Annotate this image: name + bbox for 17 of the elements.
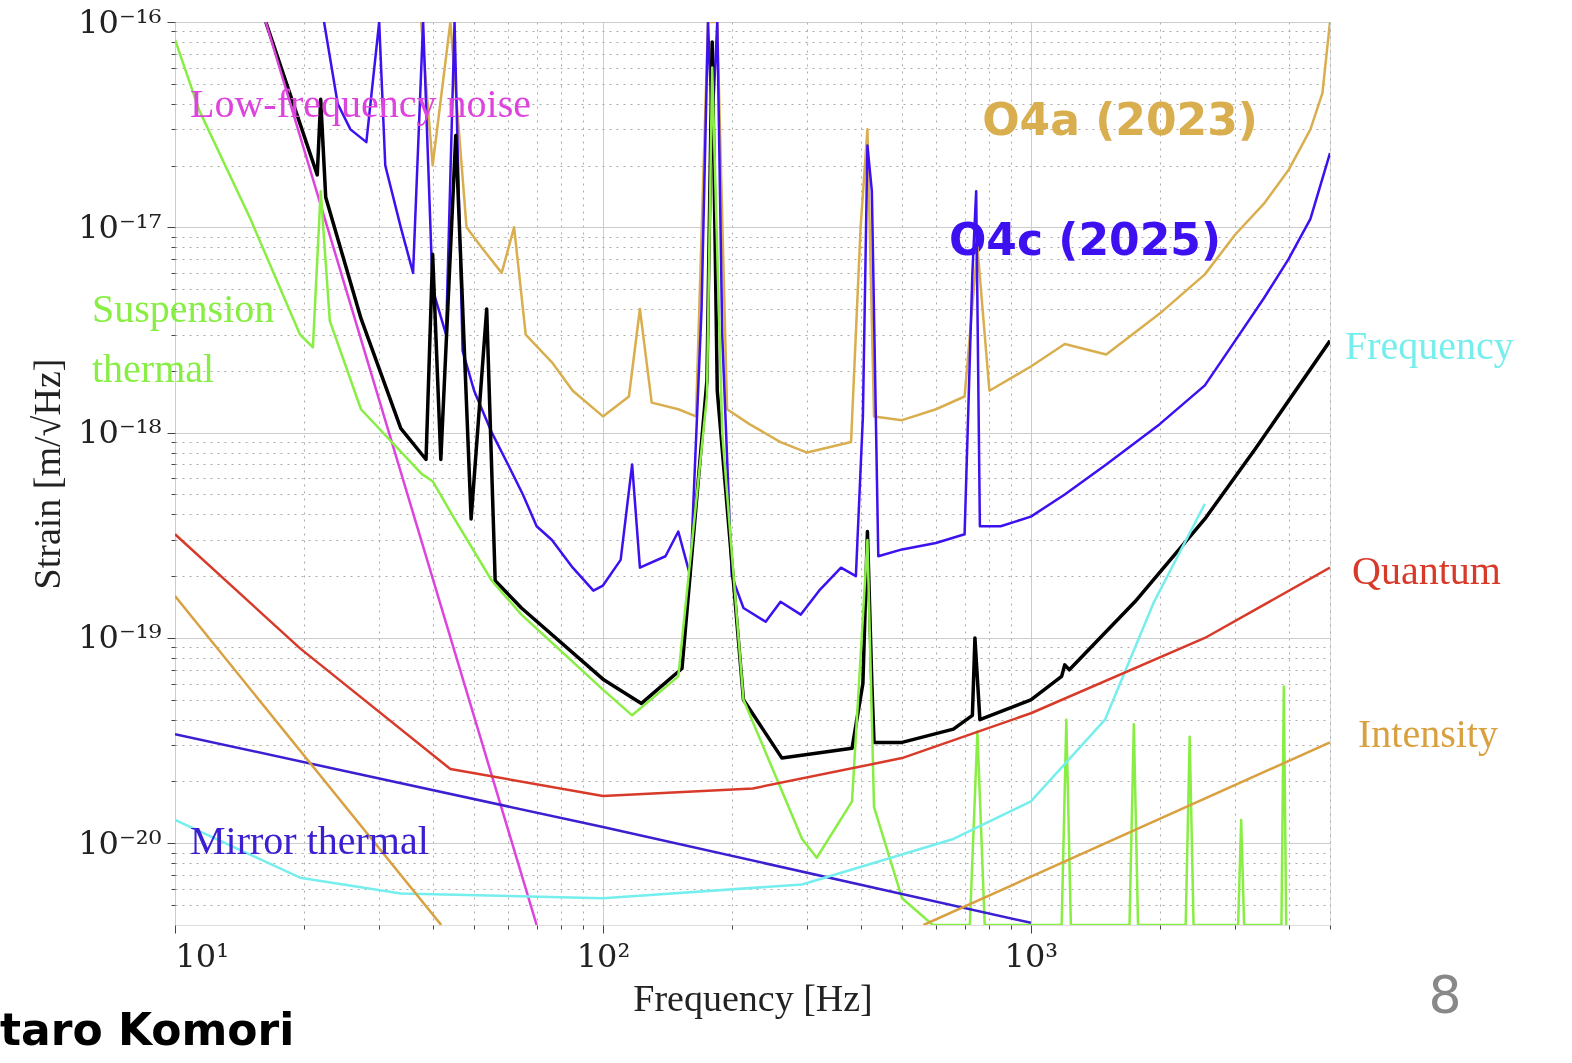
text: taro Komori — [0, 1004, 295, 1055]
text: Frequency — [1345, 323, 1514, 368]
series-label: Intensity — [1358, 711, 1498, 756]
y-tick-label: 10⁻¹⁸ — [78, 413, 162, 452]
x-tick-label: 10² — [576, 936, 631, 975]
x-tick-label: 10³ — [1004, 936, 1059, 975]
y-tick-label: 10⁻²⁰ — [78, 823, 162, 862]
y-tick-label: 10⁻¹⁷ — [78, 207, 162, 246]
y-axis-title: Strain [m/√Hz] — [26, 358, 69, 590]
series-label: O4a (2023) — [982, 94, 1258, 145]
x-axis-title: Frequency [Hz] — [633, 976, 873, 1019]
series-label: Quantum — [1352, 548, 1501, 593]
x-tick-label: 10¹ — [175, 936, 230, 975]
text: 8 — [1428, 965, 1462, 1025]
y-tick-label: 10⁻¹⁹ — [78, 618, 162, 657]
series-label: Suspension thermal — [92, 286, 275, 391]
y-tick-label: 10⁻¹⁶ — [78, 2, 162, 41]
